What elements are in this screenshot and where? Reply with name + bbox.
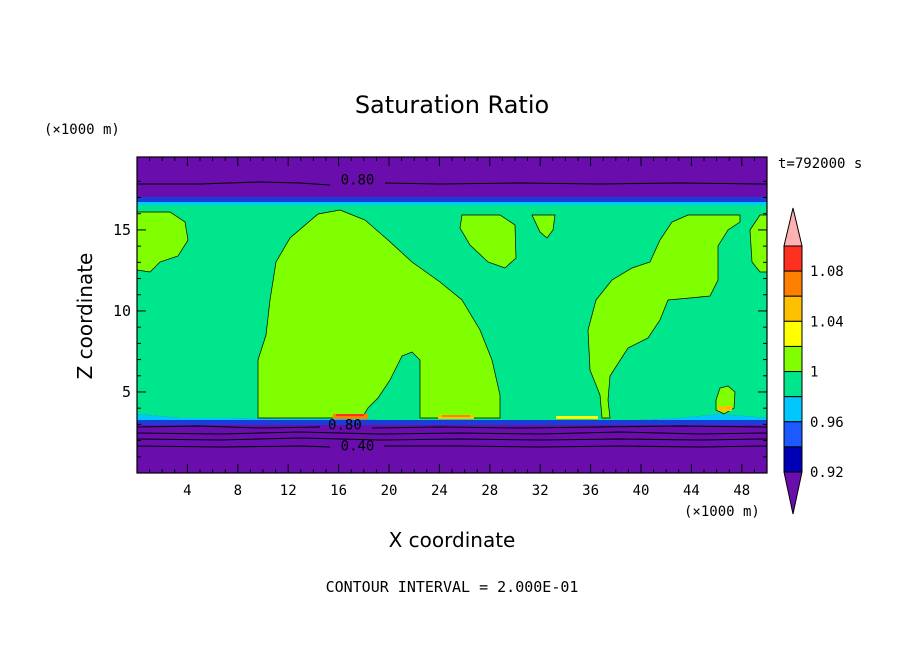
contour-label: 0.80 bbox=[341, 173, 375, 189]
time-label: t=792000 s bbox=[778, 156, 862, 172]
hot-spot-1-core bbox=[336, 414, 364, 416]
chart-title: Saturation Ratio bbox=[355, 91, 549, 119]
y-tick-label: 10 bbox=[113, 302, 131, 320]
contour-interval-note: CONTOUR INTERVAL = 2.000E-01 bbox=[326, 578, 579, 596]
colorbar-label: 1.04 bbox=[810, 314, 844, 330]
colorbar-swatch bbox=[783, 270, 803, 297]
colorbar-label: 0.96 bbox=[810, 415, 844, 431]
x-tick-label: 20 bbox=[381, 483, 398, 499]
x-axis-ticks: 4 8 12 16 20 24 28 32 36 40 44 48 bbox=[149, 157, 755, 499]
colorbar-swatch bbox=[783, 396, 803, 423]
x-tick-label: 44 bbox=[683, 483, 700, 499]
upper-cyan-band bbox=[137, 202, 767, 206]
patch-right-edge bbox=[749, 214, 767, 273]
contour-label: 0.80 bbox=[328, 417, 362, 433]
colorbar-label: 1 bbox=[810, 365, 818, 381]
y-tick-label: 5 bbox=[122, 383, 131, 401]
patch-large-left bbox=[257, 209, 501, 419]
contour-label: 0.40 bbox=[341, 438, 375, 454]
contour-labels: 0.80 0.80 0.40 bbox=[328, 173, 374, 455]
y-unit-label: (×1000 m) bbox=[44, 122, 120, 138]
x-axis-label: X coordinate bbox=[389, 528, 516, 552]
x-tick-label: 32 bbox=[532, 483, 549, 499]
colorbar-swatch bbox=[783, 345, 803, 373]
hot-spot-2-core bbox=[442, 415, 470, 417]
colorbar-swatch bbox=[783, 295, 803, 322]
colorbar-bottom-arrow bbox=[783, 471, 803, 515]
hot-spot-4 bbox=[718, 406, 732, 411]
x-tick-label: 40 bbox=[633, 483, 650, 499]
patch-small-top bbox=[531, 214, 556, 239]
colorbar-swatch bbox=[783, 245, 803, 272]
colorbar-swatch bbox=[783, 371, 803, 398]
colorbar: 1.08 1.04 1 0.96 0.92 bbox=[783, 207, 844, 515]
hot-spot-1 bbox=[333, 414, 368, 419]
y-axis-label: Z coordinate bbox=[73, 253, 97, 380]
x-tick-label: 12 bbox=[280, 483, 297, 499]
upper-blue-band bbox=[137, 197, 767, 203]
x-tick-label: 24 bbox=[431, 483, 448, 499]
x-tick-label: 36 bbox=[582, 483, 599, 499]
hot-spot-3 bbox=[556, 416, 598, 419]
y-axis-ticks: 5 10 15 bbox=[113, 180, 767, 458]
patch-left-top bbox=[137, 211, 189, 273]
contour-lower-050 bbox=[137, 437, 767, 441]
x-tick-label: 8 bbox=[234, 483, 242, 499]
plot-area bbox=[136, 156, 768, 474]
lower-blue-rim bbox=[137, 420, 767, 425]
contour-lower-060 bbox=[137, 431, 767, 435]
x-unit-label: (×1000 m) bbox=[684, 504, 760, 520]
y-tick-label: 15 bbox=[113, 221, 131, 239]
x-tick-label: 48 bbox=[733, 483, 750, 499]
colorbar-label: 1.08 bbox=[810, 264, 844, 280]
colorbar-swatch bbox=[783, 320, 803, 347]
patch-right-large bbox=[587, 214, 741, 419]
patch-top-mid bbox=[459, 214, 517, 269]
x-tick-label: 4 bbox=[183, 483, 191, 499]
contour-lower-080 bbox=[137, 425, 767, 429]
contour-upper-080 bbox=[137, 181, 767, 186]
x-tick-label: 28 bbox=[481, 483, 498, 499]
contour-lower-040 bbox=[137, 445, 767, 448]
x-tick-label: 16 bbox=[330, 483, 347, 499]
colorbar-swatch bbox=[783, 421, 803, 448]
colorbar-top-arrow bbox=[783, 207, 803, 247]
colorbar-swatch bbox=[783, 446, 803, 473]
colorbar-label: 0.92 bbox=[810, 465, 844, 481]
